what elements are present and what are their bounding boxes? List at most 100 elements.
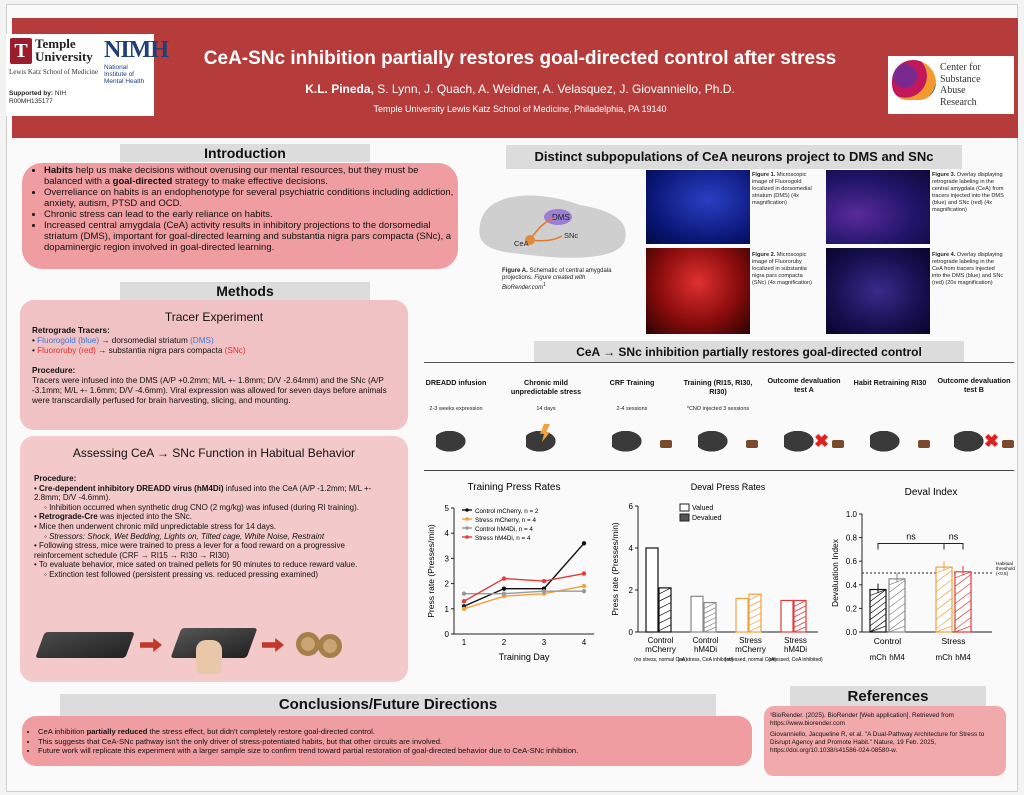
x-sublabel: hM4 — [889, 653, 905, 662]
bar-hatch — [658, 602, 672, 609]
threshold-label: (<0.5) — [996, 571, 1009, 576]
bar-hatch — [935, 570, 953, 583]
threshold-label: threshold — [996, 566, 1015, 571]
brain-schematic: DMS CeA SNc — [479, 195, 626, 258]
y-tick-label: 0.4 — [846, 581, 858, 590]
legend-marker — [465, 517, 469, 521]
bar-hatch — [888, 595, 906, 608]
bar-hatch — [954, 625, 972, 633]
assess-heading: Assessing CeA → SNc Function in Habitual… — [72, 446, 356, 460]
legend-label: Devalued — [692, 515, 722, 522]
x-axis-label: Training Day — [499, 652, 550, 662]
bar-hatch — [935, 625, 953, 633]
brain-outline — [479, 195, 626, 258]
temple-logo-icon: T — [10, 38, 32, 64]
list-item: Increased central amygdala (CeA) activit… — [44, 220, 456, 253]
series-line — [464, 590, 584, 595]
deval-press-rates-chart: Deval Press Rates 0 2 4 6 Press rate (Presses… — [610, 482, 823, 663]
bar-hatch — [869, 601, 887, 615]
food-pellet-icon — [832, 440, 844, 448]
data-point — [501, 591, 507, 596]
series-line — [463, 542, 585, 607]
figure-4-caption: Figure 4. Overlay displaying retrograde … — [932, 252, 1004, 286]
bar — [735, 597, 749, 633]
cea-label: CeA — [514, 239, 529, 248]
bar — [780, 599, 794, 633]
snc-label: SNc — [564, 231, 578, 240]
bar-hatch — [793, 600, 807, 607]
x-sublabel: mCh — [870, 653, 887, 662]
legend-marker — [465, 526, 469, 530]
poster-authors: K.L. Pineda, S. Lynn, J. Quach, A. Weidn… — [305, 82, 735, 96]
data-point — [581, 571, 587, 576]
tracer-box — [20, 300, 408, 430]
y-tick-label: 0 — [445, 630, 450, 639]
timeline-heading: CeA → SNc inhibition partially restores … — [534, 341, 964, 363]
food-pellet-icon — [918, 440, 930, 448]
data-point — [581, 588, 587, 594]
bar-hatch — [793, 605, 807, 613]
threshold-label: Habitual — [996, 561, 1013, 566]
data-point — [461, 591, 467, 596]
references-list: ¹BioRender. (2025). BioRender [Web appli… — [770, 712, 1000, 755]
bar-hatch — [888, 580, 906, 593]
temple-school: Lewis Katz School of Medicine — [9, 68, 99, 76]
left-logos: T Temple University Lewis Katz School of … — [6, 34, 169, 116]
x-tick-label: 1 — [462, 638, 467, 647]
x-tick-label: Control — [648, 636, 674, 645]
legend-label: Stress mCherry, n = 4 — [475, 517, 536, 524]
legend-label: Control hM4Di, n = 4 — [475, 526, 533, 533]
bar-hatch — [658, 594, 672, 602]
hand-icon — [196, 640, 222, 674]
series-line — [463, 572, 585, 602]
bar-hatch — [793, 621, 807, 628]
figure-3-caption: Figure 3. Overlay displaying retrograde … — [932, 172, 1004, 213]
bar-hatch — [658, 587, 672, 595]
mouse-icon — [436, 428, 470, 452]
category-note: (stressed, CeA inhibited) — [768, 657, 823, 663]
data-point — [461, 599, 467, 604]
bar-hatch — [888, 618, 906, 631]
bar-hatch — [935, 616, 953, 630]
bar-hatch — [658, 616, 672, 624]
figure-1-caption: Figure 1. Microscopic image of Fluorogol… — [752, 172, 812, 206]
bar-hatch — [869, 613, 887, 627]
references-box — [764, 706, 1006, 776]
category-note: (no stress, CeA inhibited) — [678, 657, 734, 663]
food-pellet-icon — [1002, 440, 1014, 448]
y-tick-label: 4 — [445, 529, 450, 538]
bar-hatch — [748, 612, 762, 620]
figure-2-image — [646, 248, 750, 334]
training-press-rates-chart: Training Press Rates 0 1 2 3 4 5 1 2 3 4 Training D… — [426, 482, 594, 662]
reference-1: ¹BioRender. (2025). BioRender [Web appli… — [770, 712, 954, 728]
bar-hatch — [869, 589, 887, 602]
brain-icon — [892, 60, 936, 100]
significance-label: ns — [949, 532, 959, 542]
mouse-icon — [870, 428, 904, 452]
x-tick-label: hM4Di — [784, 645, 807, 654]
y-tick-label: 6 — [629, 502, 634, 511]
mouse-icon — [784, 428, 818, 452]
x-tick-label: mCherry — [735, 645, 766, 654]
timeline-line — [424, 362, 1014, 363]
significance-bracket — [877, 543, 945, 550]
poster-header — [12, 18, 1018, 138]
bar-hatch — [748, 625, 762, 633]
category-note: (no stress, normal CeA) — [634, 657, 687, 663]
legend-marker — [465, 535, 469, 539]
bar-hatch — [954, 608, 972, 622]
subpop-heading: Distinct subpopulations of CeA neurons p… — [506, 145, 962, 169]
y-tick-label: 0.0 — [846, 628, 858, 637]
x-tick-label: Stress — [739, 636, 762, 645]
bar-hatch — [658, 624, 672, 631]
y-tick-label: 0.8 — [846, 534, 858, 543]
figA-caption: Figure A. Schematic of central amygdala … — [502, 268, 612, 291]
introduction-box — [22, 163, 458, 269]
pellet-icon — [296, 632, 320, 656]
reference-2: Giovanniello, Jacqueline R, et al. "A Du… — [770, 730, 985, 755]
mouse-icon — [954, 428, 988, 452]
bar-hatch — [888, 602, 906, 616]
category-note: (stressed, normal CeA) — [725, 657, 777, 663]
y-tick-label: 2 — [629, 586, 634, 595]
cea-region — [525, 235, 535, 245]
